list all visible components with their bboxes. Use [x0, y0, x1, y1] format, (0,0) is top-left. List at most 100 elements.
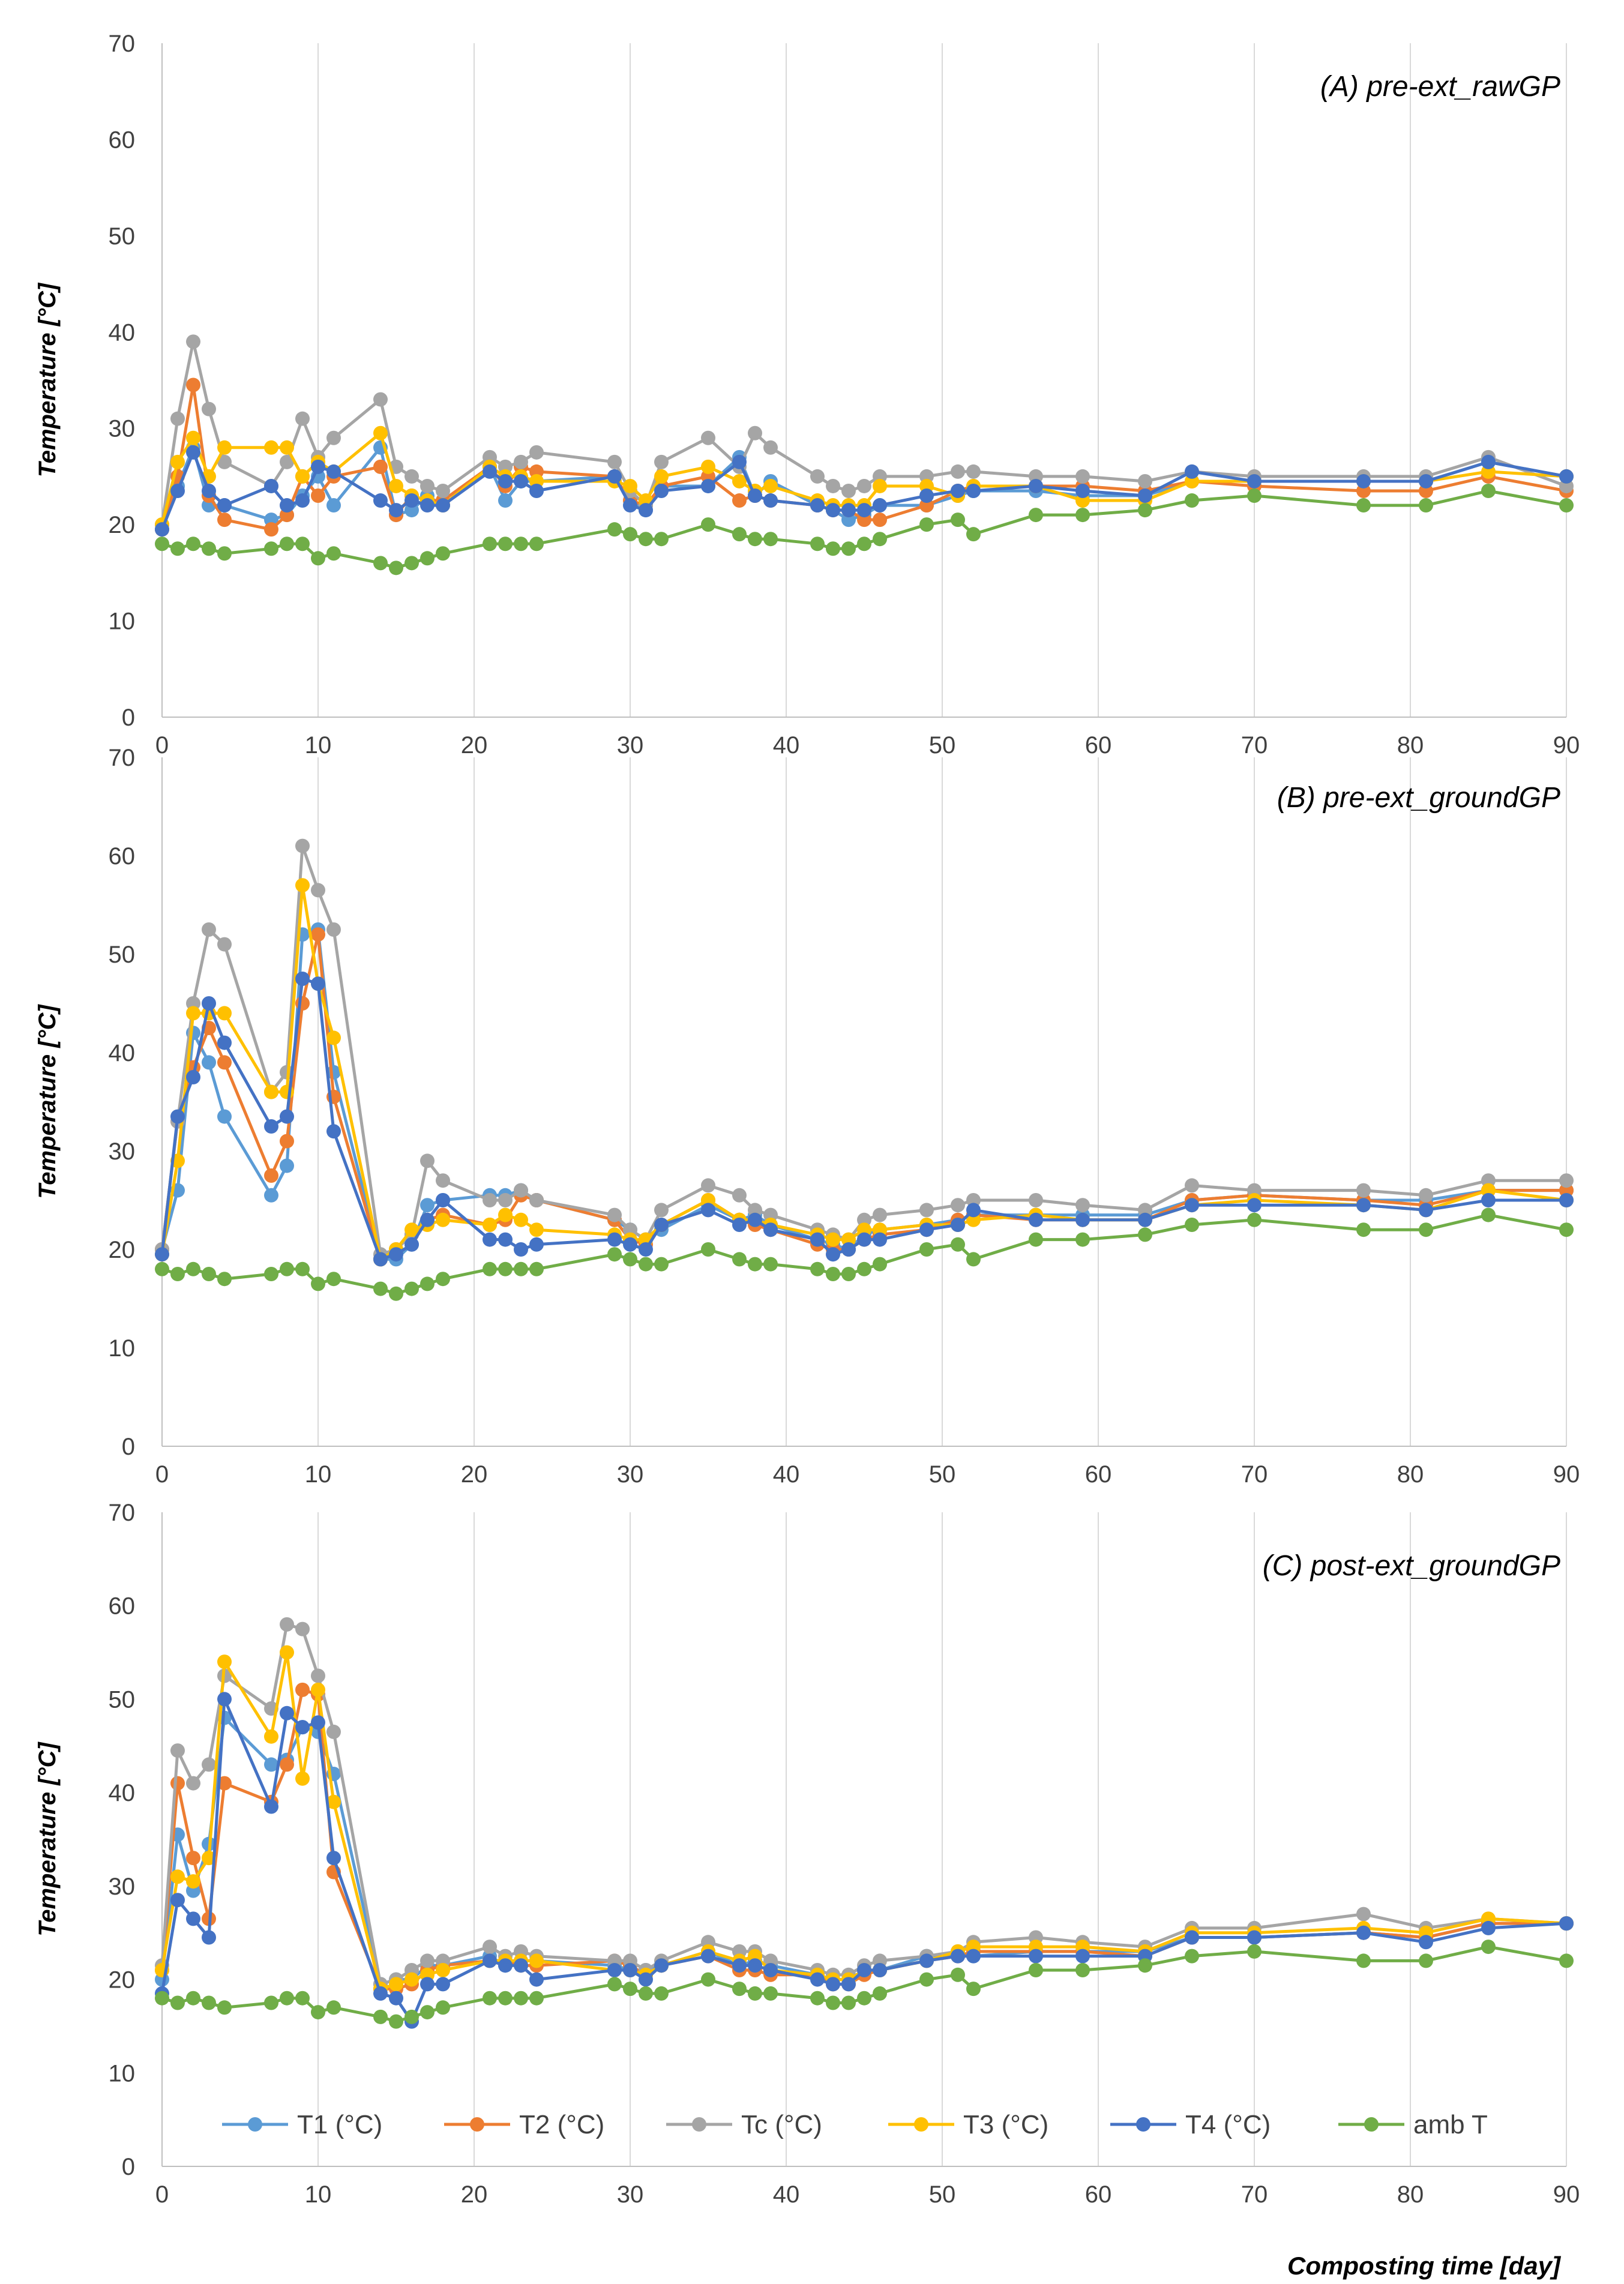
data-point: [217, 1035, 232, 1050]
data-point: [857, 1963, 871, 1977]
data-point: [701, 1242, 715, 1257]
data-point: [404, 469, 419, 484]
data-point: [420, 1977, 435, 1992]
legend-marker: [248, 2117, 262, 2132]
data-point: [841, 1242, 856, 1257]
data-point: [483, 1940, 497, 1955]
data-point: [170, 1869, 185, 1884]
y-tick-label: 60: [109, 1593, 136, 1620]
data-point: [763, 493, 778, 508]
data-point: [919, 517, 934, 532]
data-point: [264, 1084, 278, 1099]
data-point: [373, 459, 388, 474]
data-point: [217, 512, 232, 527]
data-point: [514, 536, 528, 551]
data-point: [1356, 498, 1371, 513]
data-point: [873, 532, 887, 547]
x-tick-label: 0: [155, 2181, 169, 2208]
data-point: [732, 1958, 747, 1973]
y-tick-label: 70: [109, 31, 136, 57]
data-point: [607, 1207, 622, 1222]
data-point: [186, 996, 200, 1011]
x-tick-label: 0: [155, 732, 169, 759]
data-point: [186, 1991, 200, 2006]
data-point: [1138, 1212, 1152, 1227]
data-point: [280, 454, 294, 469]
series-line: [160, 1623, 1567, 1986]
data-point: [155, 536, 169, 551]
data-point: [295, 536, 310, 551]
data-point: [966, 1252, 981, 1267]
data-point: [1481, 1193, 1496, 1207]
data-point: [826, 1267, 840, 1281]
x-tick-label: 80: [1397, 1461, 1424, 1488]
data-point: [217, 1692, 232, 1707]
data-point: [311, 883, 325, 898]
data-point: [326, 464, 341, 479]
data-point: [483, 1232, 497, 1247]
data-point: [420, 498, 435, 513]
data-point: [1185, 1198, 1199, 1213]
data-point: [748, 1257, 762, 1272]
data-point: [763, 1963, 778, 1977]
data-point: [217, 498, 232, 513]
data-point: [748, 488, 762, 503]
data-point: [170, 1267, 185, 1281]
data-point: [1247, 1212, 1262, 1227]
data-point: [186, 430, 200, 445]
x-tick-label: 30: [617, 1461, 644, 1488]
data-point: [280, 498, 294, 513]
data-point: [514, 1958, 528, 1973]
data-point: [217, 1272, 232, 1287]
data-point: [217, 1776, 232, 1791]
data-point: [966, 1193, 981, 1207]
y-tick-label: 20: [109, 512, 136, 538]
data-point: [373, 1281, 388, 1296]
x-tick-label: 10: [305, 2181, 332, 2208]
data-point: [654, 454, 669, 469]
data-point: [264, 1267, 278, 1281]
data-point: [436, 1977, 450, 1992]
x-tick-label: 70: [1241, 732, 1268, 759]
y-tick-label: 0: [122, 705, 135, 731]
data-point: [529, 1972, 544, 1987]
series-t4-c: [155, 972, 1574, 1267]
data-point: [1247, 473, 1262, 488]
data-point: [810, 1232, 825, 1247]
data-point: [170, 1109, 185, 1124]
data-point: [951, 464, 965, 479]
series-line: [160, 1651, 1567, 1991]
data-point: [264, 1799, 278, 1814]
data-point: [420, 1153, 435, 1168]
x-tick-label: 10: [305, 1461, 332, 1488]
data-point: [1356, 1222, 1371, 1237]
data-point: [919, 488, 934, 503]
data-point: [483, 1991, 497, 2006]
data-point: [873, 1232, 887, 1247]
data-point: [264, 1729, 278, 1744]
data-point: [857, 1222, 871, 1237]
data-point: [373, 392, 388, 407]
data-point: [529, 1222, 544, 1237]
data-point: [311, 1682, 325, 1697]
x-tick-label: 40: [773, 2181, 800, 2208]
data-point: [857, 503, 871, 518]
series-t1-c: [155, 1710, 1574, 1992]
data-point: [280, 1084, 294, 1099]
legend-label: T1 (°C): [297, 2110, 382, 2139]
y-tick-label: 70: [109, 1500, 136, 1526]
data-point: [1138, 1203, 1152, 1218]
data-point: [748, 1203, 762, 1218]
data-point: [732, 1252, 747, 1267]
data-point: [498, 1232, 513, 1247]
data-point: [1075, 1212, 1090, 1227]
data-point: [483, 1218, 497, 1232]
data-point: [311, 551, 325, 566]
x-tick-label: 0: [155, 1461, 169, 1488]
data-point: [264, 1168, 278, 1183]
data-point: [1075, 469, 1090, 484]
data-point: [1356, 1925, 1371, 1940]
data-point: [639, 532, 653, 547]
data-point: [326, 922, 341, 937]
data-point: [1075, 508, 1090, 523]
